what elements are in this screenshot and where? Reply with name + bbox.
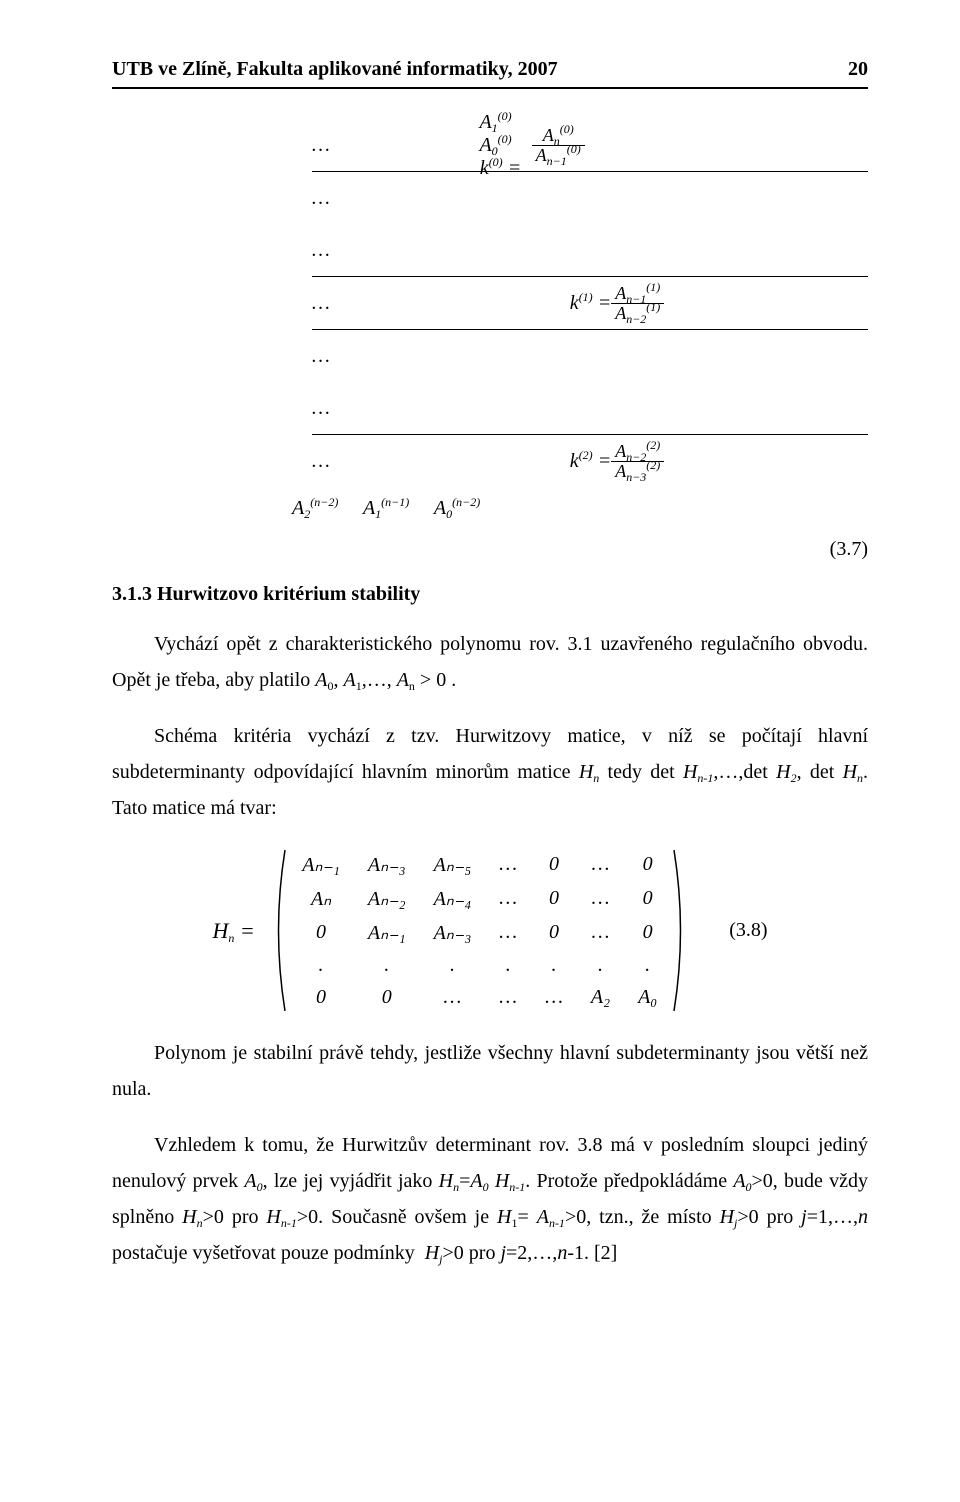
ellipsis: … (312, 397, 330, 420)
matrix-label: Hn = (212, 918, 260, 944)
ellipsis: … (312, 239, 330, 262)
page: UTB ve Zlíně, Fakulta aplikované informa… (0, 0, 960, 1502)
paragraph-1: Vychází opět z charakteristického polyno… (112, 626, 868, 698)
ellipsis: … (312, 450, 330, 473)
ellipsis: … (312, 134, 330, 157)
paragraph-4: Vzhledem k tomu, že Hurwitzův determinan… (112, 1127, 868, 1271)
fraction: An−1(1) An−2(1) (611, 284, 664, 323)
paren-left (270, 848, 288, 1013)
matrix-table: Aₙ₋₁Aₙ₋₃Aₙ₋₅…0…0 AₙAₙ₋₂Aₙ₋₄…0…0 0Aₙ₋₁Aₙ₋… (288, 848, 671, 1013)
fraction: An(0) An−1(0) (532, 126, 585, 165)
scheme-terms: k(2) = (530, 427, 611, 496)
scheme-row: … k(1) = An−1(1) An−2(1) (312, 277, 868, 330)
matrix-display: Hn = Aₙ₋₁Aₙ₋₃Aₙ₋₅…0…0 AₙAₙ₋₂Aₙ₋₄…0…0 0Aₙ… (112, 848, 868, 1013)
paren-right (671, 848, 689, 1013)
scheme-row: … A1(0) A0(0) k(0) = An(0) An−1(0) (312, 119, 868, 172)
header-page-number: 20 (848, 58, 868, 81)
equation-number-3-8: (3.8) (729, 919, 767, 942)
scheme-row: … k(2) = An−2(2) An−3(2) (312, 435, 868, 487)
scheme-row: … (312, 330, 868, 382)
scheme-row: … (312, 172, 868, 224)
page-header: UTB ve Zlíně, Fakulta aplikované informa… (112, 58, 868, 89)
section-heading: 3.1.3 Hurwitzovo kritérium stability (112, 583, 868, 606)
scheme-terms: k(1) = (530, 269, 611, 338)
equation-number-3-7: (3.7) (112, 538, 868, 561)
ellipsis: … (312, 187, 330, 210)
coefficient-scheme: … A1(0) A0(0) k(0) = An(0) An−1(0) … … …… (312, 119, 868, 487)
fraction: An−2(2) An−3(2) (611, 442, 664, 481)
header-left: UTB ve Zlíně, Fakulta aplikované informa… (112, 58, 558, 81)
scheme-final-terms: A2(n−2) A1(n−1) A0(n−2) (292, 497, 868, 520)
ellipsis: … (312, 292, 330, 315)
paragraph-3: Polynom je stabilní právě tehdy, jestliž… (112, 1035, 868, 1107)
paragraph-2: Schéma kritéria vychází z tzv. Hurwitzov… (112, 718, 868, 826)
ellipsis: … (312, 345, 330, 368)
scheme-terms: A1(0) A0(0) k(0) = (440, 88, 532, 203)
matrix: Aₙ₋₁Aₙ₋₃Aₙ₋₅…0…0 AₙAₙ₋₂Aₙ₋₄…0…0 0Aₙ₋₁Aₙ₋… (270, 848, 689, 1013)
